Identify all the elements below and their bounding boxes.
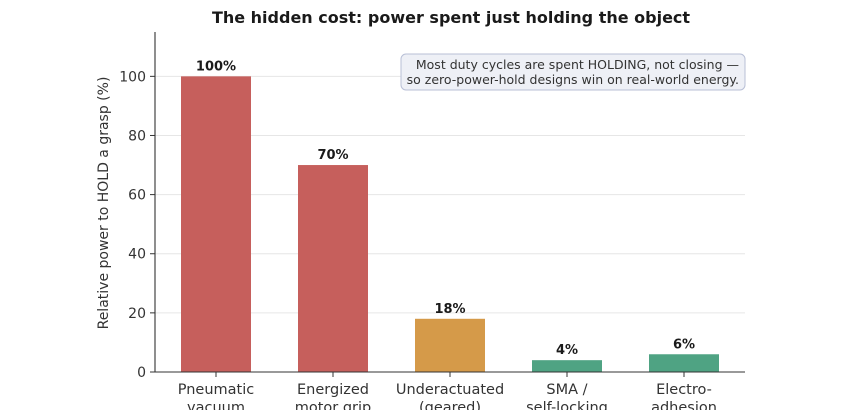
annotation-background — [400, 53, 746, 91]
data-labels: 100% 70% 18% 4% 6% — [196, 59, 695, 358]
x-tick-label: Underactuated — [396, 382, 504, 398]
data-label: 6% — [673, 337, 695, 352]
x-tick-label: adhesion — [651, 400, 717, 410]
x-tick-label: vacuum — [187, 400, 245, 410]
bar — [649, 354, 719, 372]
x-tick-label: (geared) — [419, 400, 481, 410]
x-tick-label: Energized — [297, 382, 369, 398]
y-ticks: 0 20 40 60 80 100 — [119, 69, 685, 381]
bar — [181, 76, 251, 372]
x-tick-label: motor grip — [295, 400, 372, 410]
x-tick-label: Pneumatic — [178, 382, 255, 398]
bar — [532, 360, 602, 372]
bar — [415, 318, 485, 372]
annotation-line-1: Most duty cycles are spent HOLDING, not … — [416, 57, 739, 72]
y-tick-label: 0 — [137, 365, 146, 381]
chart-title: The hidden cost: power spent just holdin… — [212, 8, 690, 27]
y-tick-label: 40 — [128, 247, 146, 263]
annotation-line-2: so zero-power-hold designs win on real-w… — [407, 72, 739, 87]
x-tick-label: SMA / — [546, 382, 587, 398]
y-axis-label: Relative power to HOLD a grasp (%) — [96, 77, 112, 330]
x-tick-label: self-locking — [526, 400, 608, 410]
bars — [181, 76, 719, 372]
data-label: 70% — [317, 148, 348, 163]
y-tick-label: 100 — [119, 69, 146, 85]
bar — [298, 165, 368, 372]
x-tick-label: Electro- — [656, 382, 712, 398]
data-label: 100% — [196, 59, 236, 74]
y-tick-label: 20 — [128, 306, 146, 322]
annotation-box: Most duty cycles are spent HOLDING, not … — [400, 53, 746, 91]
y-tick-label: 60 — [128, 188, 146, 204]
data-label: 18% — [434, 302, 465, 317]
x-tick-labels: Pneumatic vacuum Energized motor grip Undera… — [178, 382, 717, 410]
data-label: 4% — [556, 343, 578, 358]
y-tick-label: 80 — [128, 128, 146, 144]
